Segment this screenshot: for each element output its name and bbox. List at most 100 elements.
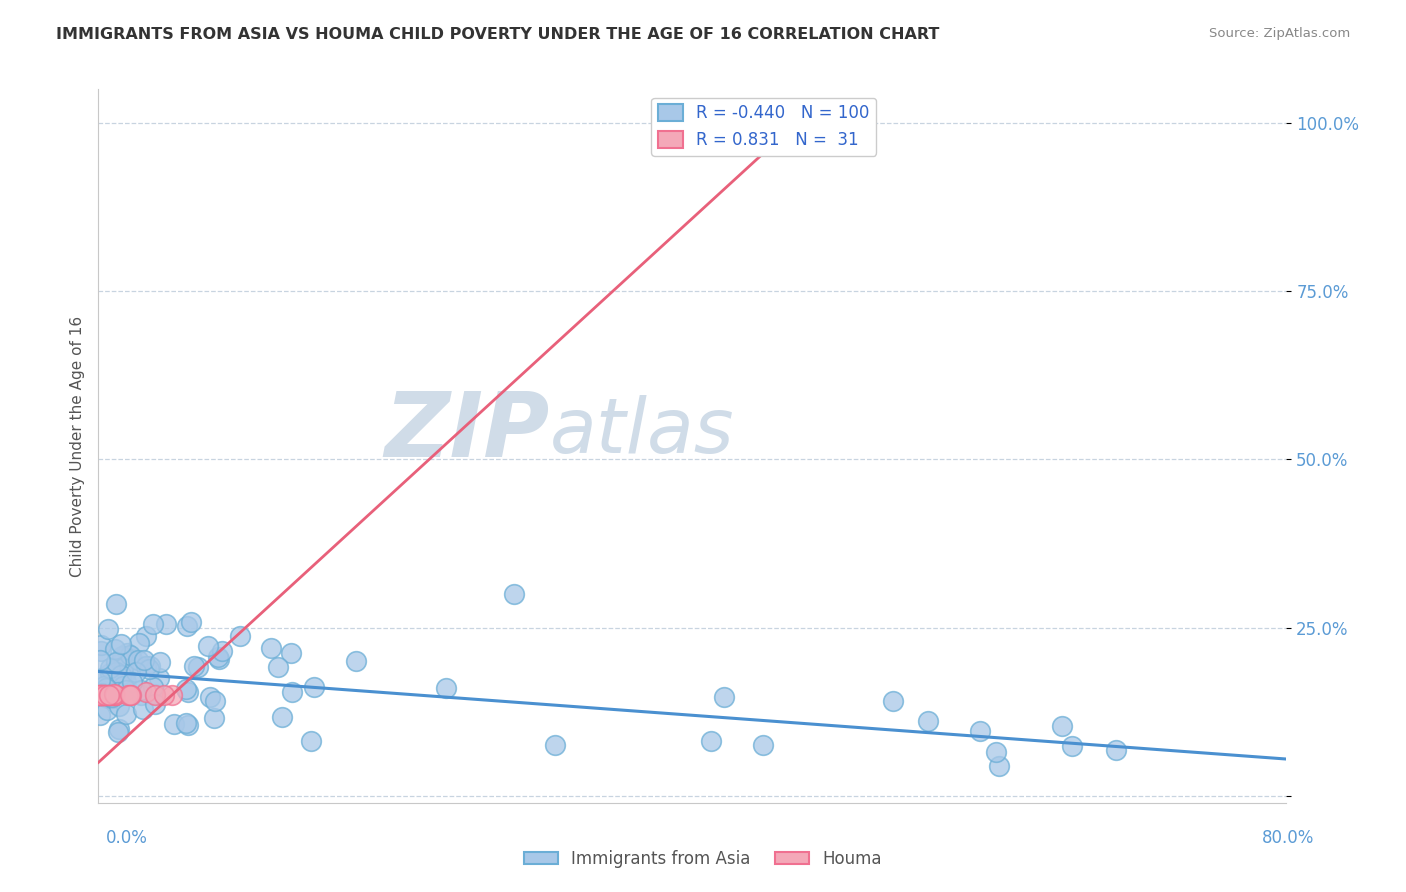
Point [118, 688, 141, 702]
Point [135, 659, 157, 673]
Point [93, 688, 115, 702]
Point [120, 688, 142, 702]
Point [139, 659, 162, 673]
Point [90, 639, 112, 653]
Point [187, 660, 209, 674]
Point [1052, 718, 1074, 732]
Point [177, 718, 200, 732]
Point [128, 635, 150, 649]
Point [100, 675, 122, 690]
Point [1105, 743, 1128, 757]
Point [115, 675, 138, 690]
Point [104, 655, 127, 669]
Point [91, 688, 114, 702]
Point [104, 665, 127, 680]
Point [104, 685, 127, 699]
Point [260, 640, 283, 655]
Point [270, 710, 292, 724]
Point [143, 687, 166, 701]
Point [94, 688, 117, 702]
Point [89, 688, 111, 702]
Point [90, 671, 112, 685]
Point [138, 662, 160, 676]
Point [96, 691, 118, 706]
Point [129, 683, 152, 698]
Point [434, 681, 457, 695]
Point [90, 688, 112, 702]
Point [104, 688, 127, 702]
Point [107, 684, 129, 698]
Point [91, 686, 114, 700]
Point [160, 688, 183, 702]
Point [142, 616, 165, 631]
Point [118, 648, 141, 662]
Point [280, 646, 302, 660]
Point [101, 690, 124, 705]
Point [104, 688, 127, 702]
Point [101, 691, 124, 706]
Point [149, 655, 172, 669]
Point [91, 688, 114, 702]
Point [103, 642, 125, 657]
Point [183, 659, 205, 673]
Point [153, 688, 176, 702]
Y-axis label: Child Poverty Under the Age of 16: Child Poverty Under the Age of 16 [69, 316, 84, 576]
Point [197, 639, 219, 653]
Point [135, 685, 157, 699]
Point [89, 688, 111, 702]
Point [110, 655, 132, 669]
Point [115, 706, 138, 721]
Point [174, 716, 197, 731]
Point [89, 688, 111, 702]
Point [90, 644, 112, 658]
Point [100, 661, 122, 675]
Point [299, 734, 322, 748]
Point [90, 688, 112, 702]
Point [107, 698, 129, 713]
Point [121, 652, 143, 666]
Point [101, 688, 124, 702]
Point [211, 644, 233, 658]
Point [103, 687, 125, 701]
Point [111, 679, 134, 693]
Point [108, 675, 131, 690]
Point [90, 688, 112, 702]
Text: ZIP: ZIP [385, 388, 550, 475]
Point [176, 619, 198, 633]
Point [135, 629, 157, 643]
Point [93, 688, 115, 702]
Point [204, 694, 226, 708]
Point [143, 688, 166, 702]
Point [984, 745, 1007, 759]
Point [202, 711, 225, 725]
Point [112, 669, 135, 683]
Point [105, 598, 128, 612]
Point [125, 665, 148, 679]
Point [229, 629, 252, 643]
Point [98, 688, 121, 702]
Point [134, 653, 156, 667]
Point [148, 671, 170, 685]
Point [115, 682, 138, 697]
Text: 0.0%: 0.0% [105, 829, 148, 847]
Point [1062, 739, 1084, 753]
Point [121, 675, 143, 690]
Point [503, 587, 526, 601]
Point [281, 684, 304, 698]
Point [143, 697, 166, 711]
Point [89, 653, 111, 667]
Text: IMMIGRANTS FROM ASIA VS HOUMA CHILD POVERTY UNDER THE AGE OF 16 CORRELATION CHAR: IMMIGRANTS FROM ASIA VS HOUMA CHILD POVE… [56, 27, 939, 42]
Point [127, 653, 149, 667]
Legend: R = -0.440   N = 100, R = 0.831   N =  31: R = -0.440 N = 100, R = 0.831 N = 31 [651, 97, 876, 155]
Point [97, 622, 120, 636]
Point [93, 688, 115, 702]
Legend: Immigrants from Asia, Houma: Immigrants from Asia, Houma [517, 844, 889, 875]
Point [207, 650, 229, 665]
Point [90, 688, 112, 702]
Point [304, 680, 326, 694]
Point [752, 738, 775, 752]
Point [544, 739, 567, 753]
Point [110, 637, 132, 651]
Point [97, 688, 120, 702]
Point [107, 725, 129, 739]
